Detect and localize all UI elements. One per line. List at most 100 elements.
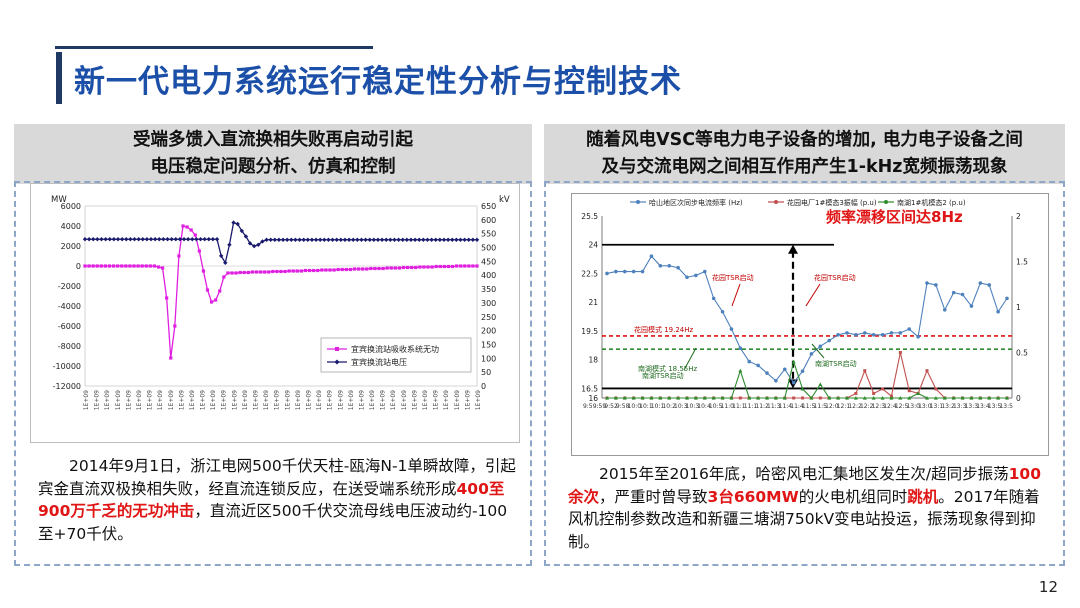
left-reactive-point [344,267,348,272]
left-reactive-point [434,264,438,269]
left-voltage-point [173,237,178,242]
left-x-tick-label: 1E+09 [83,390,90,410]
right-frequency-point [969,304,974,308]
right-nanhu-point [622,396,627,400]
left-reactive-point [111,264,116,268]
left-voltage-point [474,237,480,242]
left-reactive-point [181,224,185,228]
right-nanhu-point [809,396,814,400]
left-x-tick-label: 1E+09 [242,390,249,410]
left-reactive-point [152,264,157,268]
right-nanhu-point [765,396,769,400]
left-x-tick-label: 1E+09 [295,390,302,410]
left-y2-tick-label: 650 [481,202,496,211]
right-nanhu-point [702,396,707,400]
right-frequency-point [738,346,743,350]
left-reactive-point [454,264,459,268]
left-reactive-point [226,271,230,275]
left-x-tick-label: 1E+09 [316,390,323,410]
right-x-tick-label: 11:5 [814,403,828,410]
left-voltage-point [437,237,443,242]
left-x-tick-label: 1E+09 [253,390,260,410]
right-y-tick-label: 16 [588,394,598,403]
left-legend-marker [335,347,339,351]
left-legend-box [320,337,472,373]
left-voltage-point [412,237,418,242]
left-reactive-point [263,270,267,274]
left-reactive-point [209,300,214,304]
right-frequency-point [871,332,876,337]
left-reactive-point [250,270,255,274]
left-reactive-point [120,264,124,268]
title-accent-bar [56,52,62,104]
right-chart-frame: 哈山地区次同步电流频率 (Hz) 花园电厂1#模态3振幅 (p.u) 南湖1#机模态… [571,193,1049,456]
left-reactive-point [463,264,467,268]
left-x-tick-label: 1E+09 [305,390,312,410]
left-x-tick-label: 1E+09 [136,390,143,410]
right-frequency-point [791,380,796,385]
left-voltage-point [190,237,195,242]
left-reactive-point [185,225,189,229]
left-voltage-point [260,239,265,244]
left-voltage-point [243,234,249,239]
left-reactive-point [201,269,206,273]
left-voltage-point [95,237,100,242]
right-frequency-point [889,331,894,335]
right-x-tick-label: 11:4 [779,403,793,410]
left-voltage-point [470,237,476,242]
right-x-tick-label: 12:1 [837,403,851,410]
left-x-tick-label: 1E+09 [443,390,450,410]
left-voltage-point [305,237,311,242]
left-voltage-point [223,260,228,265]
left-panel-header: 受端多馈入直流换相失败再启动引起 电压稳定问题分析、仿真和控制 [14,124,532,184]
left-x-tick-label: 1E+09 [433,390,440,410]
right-nanhu-point [907,396,912,400]
left-reactive-point [316,268,320,273]
left-voltage-point [148,237,154,242]
left-reactive-point [258,270,263,274]
left-voltage-point [342,237,348,242]
right-x-tick-label: 10:4 [697,403,711,410]
left-x-tick-label: 1E+09 [369,390,376,410]
left-reactive-point [246,270,250,275]
left-x-tick-label: 1E+09 [274,390,281,410]
left-reactive-point [442,264,446,269]
right-huayuan-point [881,387,885,391]
left-voltage-point [441,237,447,242]
right-huayuan-point [854,391,858,395]
right-frequency-point [960,292,965,297]
right-series-nanhu-line [607,359,1007,399]
right-frequency-point [614,269,618,274]
left-voltage-point [231,220,236,225]
left-reactive-point [116,264,120,268]
left-x-tick-label: 1E+09 [380,390,387,410]
left-voltage-point [309,237,315,242]
left-y-tick-label: -10000 [53,362,81,371]
left-voltage-point [214,237,220,242]
left-voltage-point [165,237,170,242]
left-voltage-point [301,237,306,242]
left-desc-text-2: ，直流近区500千伏交流母线电压波动约-100至+70千伏。 [38,502,508,543]
left-panel: 受端多馈入直流换相失败再启动引起 电压稳定问题分析、仿真和控制 MW kV 60… [14,124,532,566]
left-voltage-point [268,237,273,242]
left-x-tick-label: 1E+09 [411,390,418,410]
left-reactive-point [230,271,234,275]
left-x-tick-label: 1E+09 [178,390,185,410]
left-chart-frame: MW kV 6000 4000 2000 0 -2000 -4000 -6000 -8000-… [30,183,520,443]
right-frequency-point [765,371,769,375]
right-frequency-point [640,269,645,274]
left-reactive-point [348,267,353,272]
right-frequency-point [996,309,1000,314]
right-legend-label: 南湖1#机模态2 (p.u) [897,198,966,207]
left-reactive-point [177,254,181,258]
left-reactive-point [148,264,152,268]
left-voltage-point [111,237,117,242]
right-annotation-nanhu-tsr1: 南湖TSR启动 [642,371,684,380]
left-y-tick-label: 6000 [61,202,81,211]
left-reactive-point [169,356,173,360]
left-voltage-point [313,237,319,242]
right-frequency-point [702,269,707,274]
right-desc-text-4: 。2017年随着风机控制参数改造和新疆三塘湖750kV变电站投运，振荡现象得到抑… [568,487,1040,551]
left-x-tick-label: 1E+09 [263,390,270,410]
right-annotation-garden-mode: 花园模式 19.24Hz [634,325,694,334]
